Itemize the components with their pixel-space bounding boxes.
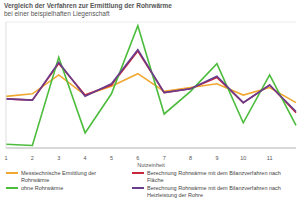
html-text:bei einer beispielhaften Liege: bei einer beispielhaften Liegenschaft <box>4 10 110 17</box>
svg-text:5: 5 <box>110 155 113 161</box>
html-text:Berechnung Rohrwärme mit dem B: Berechnung Rohrwärme mit dem Bilanzverfa… <box>147 170 281 183</box>
svg-text:2: 2 <box>31 155 34 161</box>
svg-text:7: 7 <box>163 155 166 161</box>
svg-text:Nutzeinheit: Nutzeinheit <box>137 162 165 168</box>
html-text:ohne Rohrwärme: ohne Rohrwärme <box>21 185 64 191</box>
svg-text:8: 8 <box>189 155 192 161</box>
svg-text:11: 11 <box>267 155 273 161</box>
svg-text:4: 4 <box>84 155 87 161</box>
svg-text:9: 9 <box>215 155 218 161</box>
svg-text:10: 10 <box>240 155 246 161</box>
svg-text:3: 3 <box>57 155 60 161</box>
svg-text:1: 1 <box>4 155 7 161</box>
html-text:Vergleich der Verfahren zur Er: Vergleich der Verfahren zur Ermittlung d… <box>4 2 172 9</box>
svg-text:6: 6 <box>136 155 139 161</box>
html-text:Berechnung Rohrwärme mit dem B: Berechnung Rohrwärme mit dem Bilanzverfa… <box>147 185 281 198</box>
html-text:Messtechnische Ermittlung der: Messtechnische Ermittlung der Rohrwärme <box>21 170 97 183</box>
